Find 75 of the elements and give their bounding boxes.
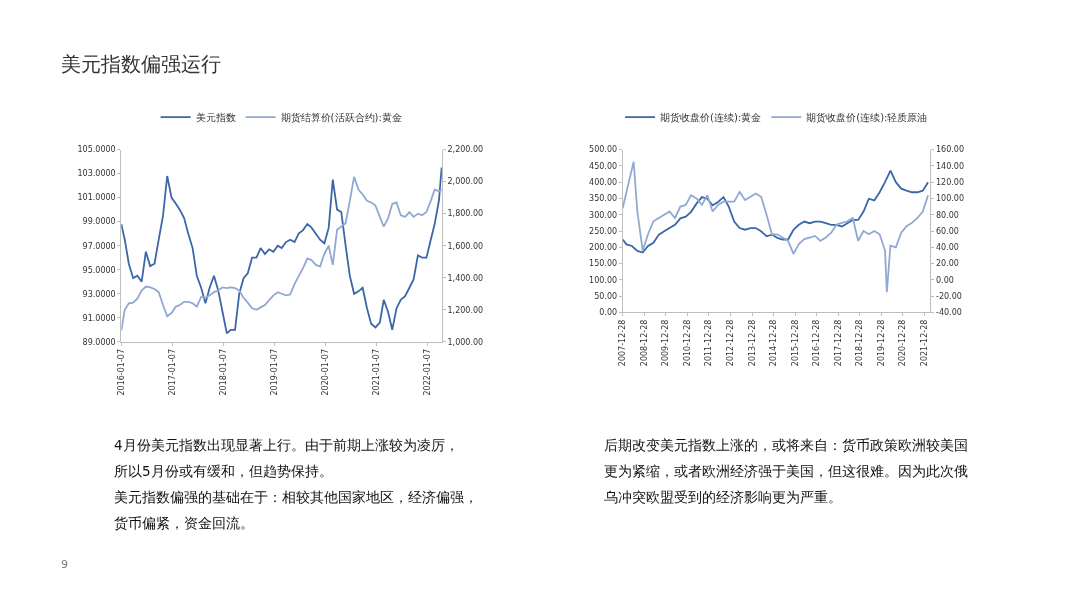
y2-tick-label: 120.00	[936, 177, 965, 187]
legend-label: 期货结算价(活跃合约):黄金	[280, 111, 402, 123]
y-tick-label: 0.00	[599, 308, 618, 318]
x-tick-label: 2022-01-07	[422, 349, 432, 396]
text: 所以5月份或有缓和，但趋势保持。	[114, 463, 333, 479]
y2-tick-label: 0.00	[936, 275, 954, 285]
y-tick-label: 91.0000	[82, 313, 116, 323]
x-tick-label: 2018-01-07	[218, 349, 228, 396]
legend-label: 美元指数	[195, 111, 236, 123]
x-tick-label: 2011-12-28	[704, 319, 714, 367]
x-tick-label: 2019-12-28	[876, 319, 886, 367]
y2-tick-label: 100.00	[936, 194, 965, 204]
x-tick-label: 2008-12-28	[639, 319, 649, 367]
y-tick-label: 101.0000	[77, 193, 116, 203]
x-tick-label: 2021-12-28	[919, 319, 929, 367]
y-tick-label: 95.0000	[82, 265, 116, 275]
x-tick-label: 2016-12-28	[812, 319, 822, 367]
y2-tick-label: 1,000.00	[447, 337, 484, 347]
y2-tick-label: 60.00	[936, 226, 959, 236]
x-tick-label: 2020-01-07	[320, 349, 330, 396]
x-tick-label: 2016-01-07	[116, 349, 126, 396]
y-tick-label: 250.00	[589, 226, 618, 236]
y2-tick-label: 80.00	[936, 210, 959, 220]
x-tick-label: 2009-12-28	[661, 319, 671, 367]
x-tick-label: 2015-12-28	[790, 319, 800, 367]
x-tick-label: 2012-12-28	[726, 319, 736, 367]
x-tick-label: 2007-12-28	[618, 319, 628, 367]
text: 乌冲突欧盟受到的经济影响更为严重。	[604, 489, 842, 505]
y-tick-label: 105.0000	[77, 145, 116, 155]
text: 更为紧缩，或者欧洲经济强于美国，但这很难。因为此次俄	[604, 463, 968, 479]
x-tick-label: 2010-12-28	[682, 319, 692, 367]
y2-tick-label: 20.00	[936, 259, 959, 269]
y-tick-label: 200.00	[589, 243, 618, 253]
text: 4月份美元指数出现显著上行。由于前期上涨较为凌厉，	[114, 437, 459, 453]
x-tick-label: 2019-01-07	[269, 349, 279, 396]
y-tick-label: 350.00	[589, 194, 618, 204]
y-tick-label: 300.00	[589, 210, 618, 220]
line-series	[622, 160, 929, 294]
legend-label: 期货收盘价(连续):轻质原油	[806, 111, 928, 123]
y2-tick-label: 140.00	[936, 161, 965, 171]
y-tick-label: 400.00	[589, 177, 618, 187]
legend-label: 期货收盘价(连续):黄金	[660, 111, 762, 123]
y2-tick-label: -20.00	[936, 292, 962, 301]
y-tick-label: 100.00	[589, 275, 618, 285]
y-tick-label: 103.0000	[77, 169, 116, 179]
x-tick-label: 2017-01-07	[167, 349, 177, 396]
y2-tick-label: 2,000.00	[447, 177, 484, 187]
text: 货币偏紧，资金回流。	[114, 515, 254, 531]
y2-tick-label: 40.00	[936, 243, 959, 253]
y-tick-label: 450.00	[589, 161, 618, 171]
text: 美元指数偏强的基础在于：相较其他国家地区，经济偏强，	[114, 489, 478, 505]
y2-tick-label: 1,200.00	[447, 305, 484, 315]
y2-tick-label: 1,600.00	[447, 241, 484, 251]
line-series	[622, 169, 929, 254]
x-tick-label: 2014-12-28	[769, 319, 779, 367]
y-tick-label: 150.00	[589, 259, 618, 269]
y2-tick-label: -40.00	[936, 308, 962, 318]
x-tick-label: 2013-12-28	[747, 319, 757, 367]
x-tick-label: 2018-12-28	[855, 319, 865, 367]
y2-tick-label: 160.00	[936, 145, 965, 155]
chart-title: 美元指数偏强运行	[61, 52, 221, 76]
y2-tick-label: 2,200.00	[447, 145, 484, 155]
y2-tick-label: 1,800.00	[447, 209, 484, 219]
y2-tick-label: 1,400.00	[447, 273, 484, 283]
y-tick-label: 50.00	[594, 292, 618, 301]
y-tick-label: 89.0000	[82, 337, 116, 347]
x-tick-label: 2020-12-28	[898, 319, 908, 367]
text: 9	[61, 558, 68, 571]
y-tick-label: 97.0000	[82, 241, 116, 251]
y-tick-label: 93.0000	[82, 289, 116, 299]
x-tick-label: 2021-01-07	[371, 349, 381, 396]
y-tick-label: 500.00	[589, 145, 618, 155]
y-tick-label: 99.0000	[82, 217, 116, 227]
text: 后期改变美元指数上涨的，或将来自：货币政策欧洲较美国	[604, 437, 968, 453]
x-tick-label: 2017-12-28	[833, 319, 843, 367]
